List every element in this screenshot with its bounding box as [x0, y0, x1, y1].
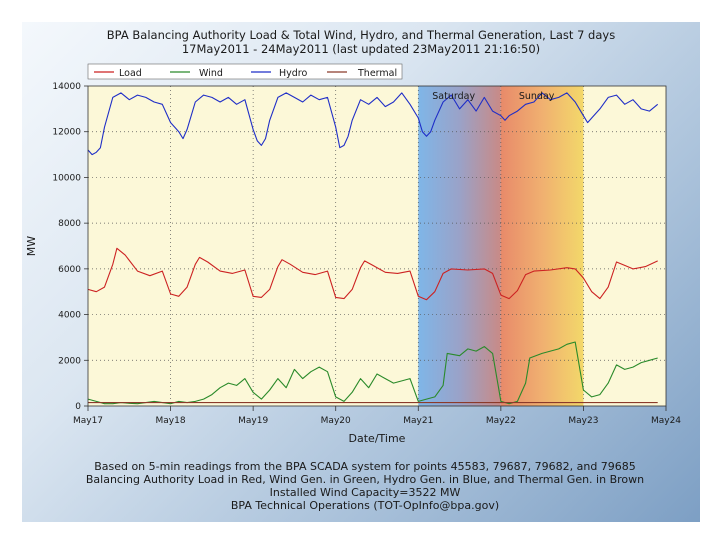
chart-frame: BPA Balancing Authority Load & Total Win…	[22, 22, 700, 522]
footer-line-1: Based on 5-min readings from the BPA SCA…	[94, 460, 636, 473]
hydro-line	[87, 92, 659, 156]
load-line	[87, 247, 658, 301]
y-tick-label: 10000	[52, 173, 81, 183]
gridlines	[88, 86, 666, 406]
x-tick-label: May22	[486, 416, 516, 426]
legend-wind-label: Wind	[199, 68, 223, 79]
legend-thermal-label: Thermal	[357, 68, 397, 79]
footer-line-4: BPA Technical Operations (TOT-OpInfo@bpa…	[231, 499, 499, 512]
legend: Load Wind Hydro Thermal	[87, 63, 403, 80]
x-tick-label: May24	[651, 416, 681, 426]
plot-border	[87, 85, 667, 407]
legend-load-label: Load	[119, 68, 142, 79]
saturday-label: Saturday	[432, 91, 475, 102]
wind-line	[87, 341, 658, 405]
y-axis-label: MW	[25, 236, 38, 256]
y-tick-label: 14000	[52, 82, 81, 92]
x-tick-label: May21	[403, 416, 433, 426]
x-axis-label: Date/Time	[349, 432, 406, 445]
chart: BPA Balancing Authority Load & Total Win…	[25, 28, 681, 512]
y-tick-label: 12000	[52, 128, 81, 138]
footer-line-3: Installed Wind Capacity=3522 MW	[270, 486, 461, 499]
footer-line-2: Balancing Authority Load in Red, Wind Ge…	[86, 473, 644, 486]
x-tick-label: May19	[238, 416, 268, 426]
y-tick-label: 2000	[58, 356, 81, 366]
saturday-band	[418, 86, 501, 406]
series-layer	[87, 92, 659, 405]
x-tick-label: May23	[568, 416, 598, 426]
legend-hydro-label: Hydro	[279, 68, 307, 79]
x-tick-label: May20	[321, 416, 351, 426]
x-tick-label: May17	[73, 416, 103, 426]
y-tick-label: 4000	[58, 311, 81, 321]
legend-box	[87, 63, 403, 80]
sunday-band	[500, 86, 584, 406]
y-tick-label: 8000	[58, 219, 81, 229]
chart-subtitle: 17May2011 - 24May2011 (last updated 23Ma…	[182, 42, 540, 56]
y-tick-label: 0	[75, 402, 81, 412]
axis-ticks: 0 2000 4000 6000 8000 10000 12000 14000 May17 May…	[52, 82, 681, 426]
y-tick-label: 6000	[58, 265, 81, 275]
sunday-label: Sunday	[519, 91, 555, 102]
x-tick-label: May18	[156, 416, 186, 426]
chart-title: BPA Balancing Authority Load & Total Win…	[107, 28, 615, 42]
